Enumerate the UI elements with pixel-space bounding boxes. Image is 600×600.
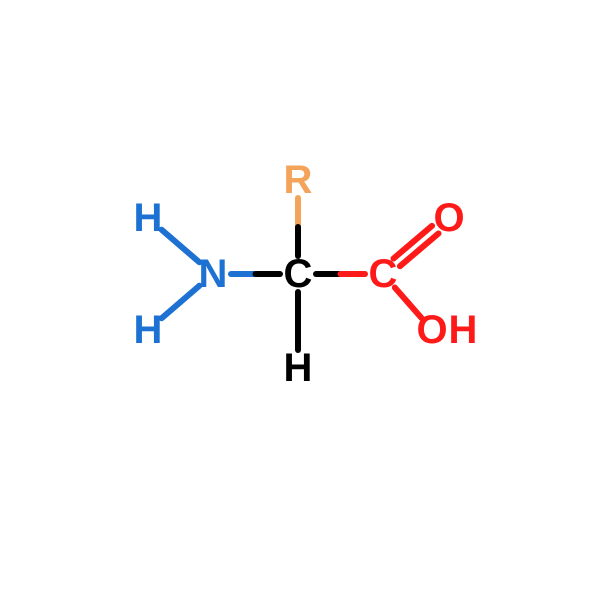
- bond-segment: [181, 286, 200, 302]
- bond-segment: [162, 230, 181, 246]
- atom-ca: C: [284, 252, 313, 296]
- atom-h3: H: [449, 308, 478, 352]
- atom-h1: H: [134, 196, 163, 240]
- atom-o2: O: [416, 308, 447, 352]
- atom-n: N: [199, 252, 228, 296]
- bond-segment: [181, 246, 200, 262]
- atom-h2: H: [134, 308, 163, 352]
- bond-segment: [162, 302, 181, 318]
- atom-cc: C: [369, 252, 398, 296]
- amino-acid-structure: HHNRCHCOOH: [0, 0, 600, 600]
- atom-o1: O: [433, 196, 464, 240]
- atom-hc: H: [284, 346, 313, 390]
- atom-r: R: [284, 158, 313, 202]
